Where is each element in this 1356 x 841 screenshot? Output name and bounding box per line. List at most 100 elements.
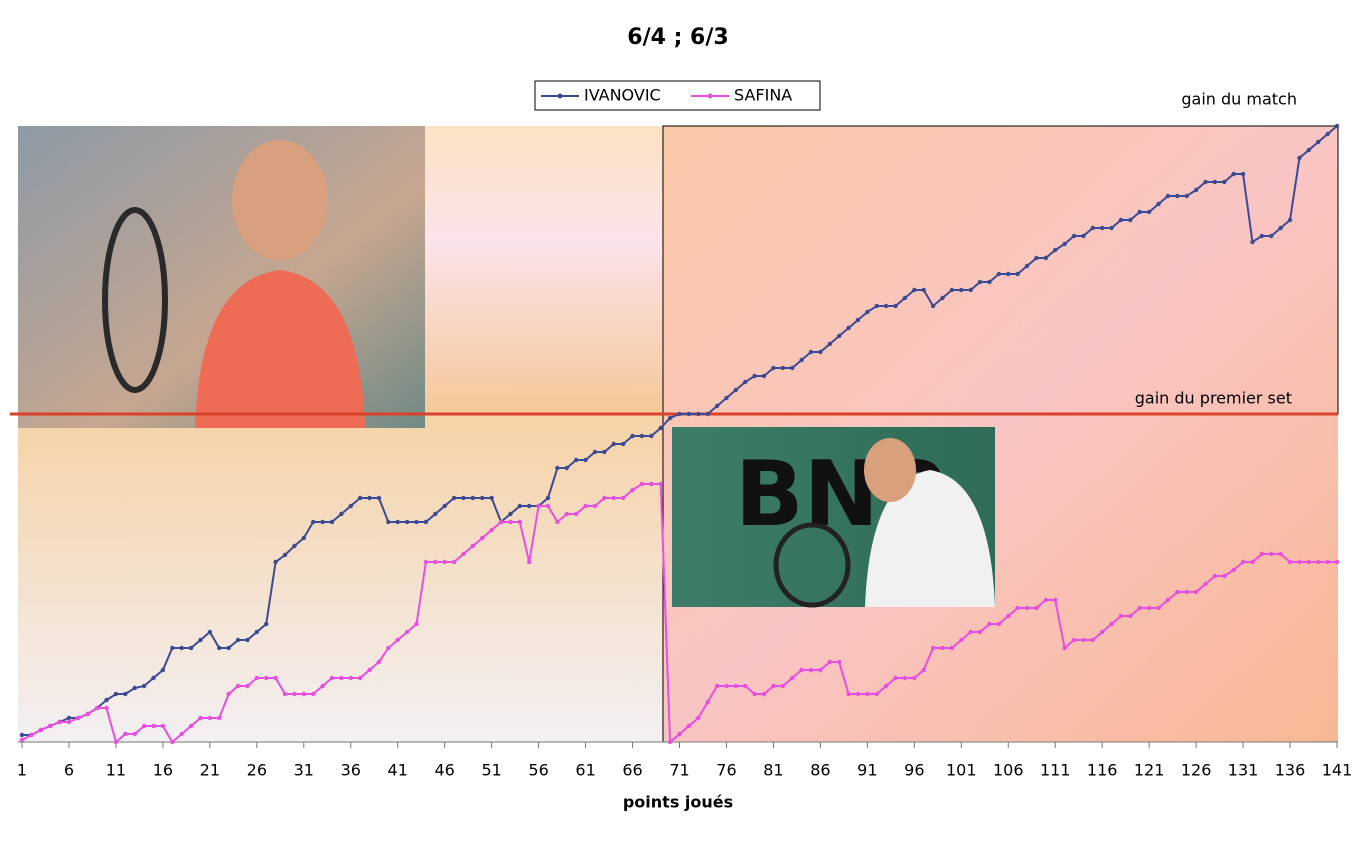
point [235, 683, 241, 689]
point [611, 441, 616, 447]
point [846, 325, 851, 331]
point [808, 349, 814, 355]
legend-label: SAFINA [734, 86, 792, 105]
point [677, 411, 682, 417]
point [818, 349, 823, 355]
x-tick-label: 51 [481, 761, 501, 780]
x-tick-label: 26 [247, 761, 267, 780]
point [339, 675, 344, 681]
point [329, 519, 335, 525]
photo-shape [102, 207, 168, 393]
point [1334, 559, 1340, 565]
x-tick-label: 1 [17, 761, 27, 780]
x-tick-label: 81 [763, 761, 783, 780]
point [433, 559, 438, 565]
point [1034, 605, 1039, 611]
x-axis-label: points joués [623, 793, 733, 812]
point [883, 683, 889, 689]
point [1015, 605, 1020, 611]
point [1240, 559, 1246, 565]
x-tick-label: 11 [106, 761, 126, 780]
point [1071, 233, 1077, 239]
point [545, 495, 551, 501]
point [151, 675, 156, 681]
point [1128, 613, 1133, 619]
point [987, 621, 992, 627]
point [602, 449, 607, 455]
x-tick-label: 111 [1040, 761, 1071, 780]
point [620, 495, 626, 501]
point [489, 527, 494, 533]
point [29, 732, 34, 738]
x-tick-label: 46 [434, 761, 454, 780]
point [1099, 629, 1105, 635]
x-tick-label: 61 [575, 761, 595, 780]
point [1325, 131, 1330, 137]
point [949, 287, 955, 293]
point [113, 691, 119, 697]
point [254, 629, 260, 635]
point [132, 731, 137, 737]
point [1193, 589, 1199, 595]
x-tick-label: 41 [388, 761, 408, 780]
x-tick-label: 96 [904, 761, 924, 780]
point [790, 365, 795, 371]
point [912, 675, 917, 681]
point [1222, 179, 1227, 185]
point [1062, 645, 1067, 651]
point [977, 279, 983, 285]
legend-marker [707, 93, 713, 99]
point [902, 675, 908, 681]
point [1259, 551, 1265, 557]
point [1269, 233, 1274, 239]
point [799, 667, 804, 673]
point [357, 675, 363, 681]
point [1316, 139, 1321, 145]
point [667, 415, 673, 421]
point [536, 503, 541, 509]
point [1165, 597, 1171, 603]
point [1137, 605, 1142, 611]
point [968, 287, 973, 293]
point [1175, 589, 1180, 595]
point [1278, 225, 1283, 231]
point [1306, 559, 1312, 565]
point [1090, 637, 1095, 643]
point [470, 543, 476, 549]
point [724, 395, 729, 401]
point [160, 667, 166, 673]
point [423, 519, 429, 525]
point [780, 365, 786, 371]
point [245, 637, 250, 643]
point [386, 519, 391, 525]
point [1212, 573, 1218, 579]
photo-shape [195, 270, 365, 428]
point [1287, 217, 1293, 223]
point [94, 705, 100, 711]
photo-shape [864, 438, 916, 502]
point [780, 683, 786, 689]
x-tick-label: 116 [1087, 761, 1118, 780]
point [132, 685, 137, 691]
point [564, 465, 569, 471]
point [771, 365, 776, 371]
point [151, 723, 156, 729]
point [1006, 271, 1011, 277]
point [996, 621, 1002, 627]
point [583, 503, 588, 509]
point [1118, 613, 1124, 619]
point [799, 357, 804, 363]
point [376, 495, 382, 501]
point [893, 303, 898, 309]
x-tick-label: 121 [1134, 761, 1165, 780]
point [592, 503, 598, 509]
point [1269, 551, 1274, 557]
point [667, 739, 673, 745]
point [1156, 605, 1161, 611]
point [827, 659, 832, 665]
point [160, 723, 166, 729]
point [1062, 241, 1067, 247]
point [442, 559, 447, 565]
point [1015, 271, 1020, 277]
x-tick-label: 36 [341, 761, 361, 780]
